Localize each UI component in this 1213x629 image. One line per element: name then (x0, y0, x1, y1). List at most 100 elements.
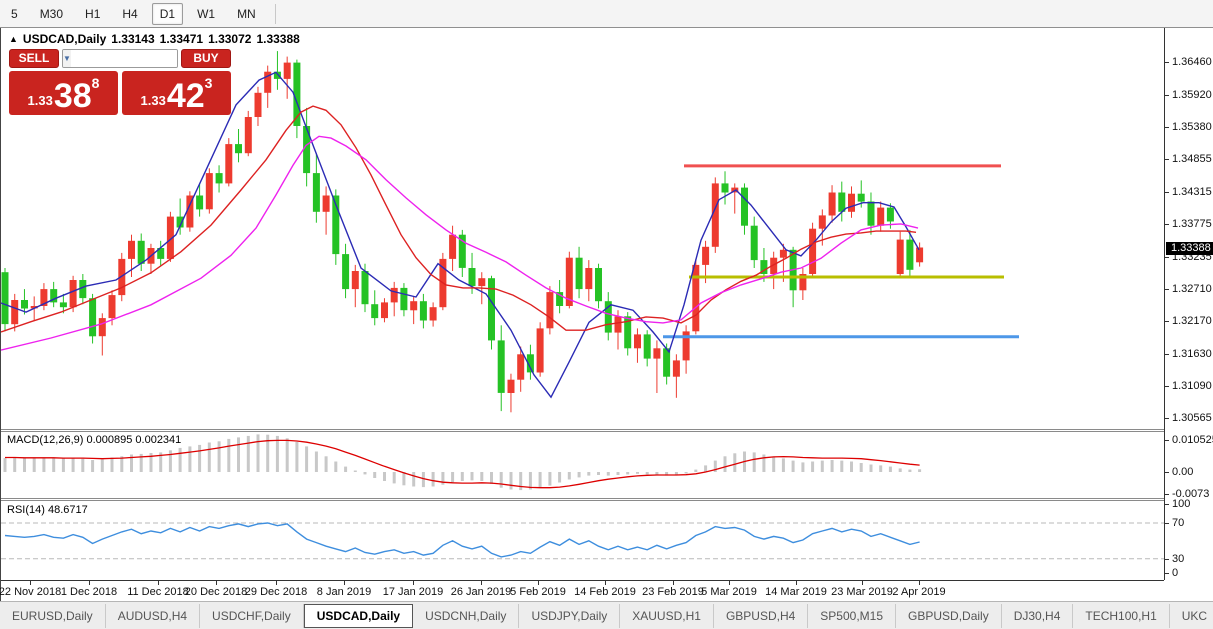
axis-tick (1165, 94, 1169, 96)
rsi-pane (1, 522, 1164, 560)
rsi-axis-label: 0 (1172, 567, 1179, 579)
price-axis-label: 1.36460 (1172, 56, 1212, 68)
axis-tick (1165, 558, 1169, 560)
volume-decrease-icon[interactable]: ▼ (63, 50, 71, 67)
axis-tick (1165, 472, 1169, 473)
price-axis-label: 1.31630 (1172, 347, 1212, 360)
axis-tick (1165, 418, 1169, 420)
tab-xauusd-h1[interactable]: XAUUSD,H1 (620, 603, 714, 628)
axis-tick (1165, 321, 1169, 323)
date-axis-label: 8 Jan 2019 (316, 586, 372, 598)
axis-tick (1165, 288, 1169, 290)
date-tick (796, 581, 797, 585)
current-price-tag: 1.33388 (1166, 241, 1213, 255)
sell-button[interactable]: SELL (9, 49, 59, 68)
macd-indicator-label: MACD(12,26,9) 0.000895 0.002341 (7, 434, 182, 446)
date-axis-label: 23 Feb 2019 (642, 586, 704, 598)
date-axis-label: 14 Feb 2019 (574, 586, 636, 598)
date-axis-label: 26 Jan 2019 (450, 586, 512, 598)
timeframe-button-w1[interactable]: W1 (197, 6, 216, 21)
date-tick (216, 581, 217, 585)
volume-input[interactable] (70, 50, 177, 67)
date-tick (538, 581, 539, 585)
collapse-chart-icon[interactable]: ▲ (9, 34, 18, 44)
timeframe-button-d1[interactable]: D1 (151, 2, 184, 25)
ma-fast-blue (1, 71, 920, 399)
timeframe-button-h1[interactable]: H1 (85, 6, 101, 21)
ask-pip-digit: 3 (204, 75, 213, 91)
axis-tick (1165, 504, 1169, 505)
buy-button[interactable]: BUY (181, 49, 231, 68)
tab-gbpusd-h4[interactable]: GBPUSD,H4 (714, 603, 809, 628)
bid-prefix: 1.33 (27, 93, 53, 108)
tab-dj30-h4[interactable]: DJ30,H4 (1002, 603, 1074, 628)
date-tick (605, 581, 606, 585)
tab-usdjpy-daily[interactable]: USDJPY,Daily (519, 603, 621, 628)
date-tick (862, 581, 863, 585)
tab-usdcnh-daily[interactable]: USDCNH,Daily (413, 603, 520, 628)
axis-tick (1165, 493, 1169, 495)
timeframe-button-5[interactable]: 5 (11, 6, 18, 21)
one-click-trade-widget: SELL ▼ ▲ BUY 1.33 38 8 1.33 42 3 (9, 49, 231, 115)
price-axis-label: 1.32710 (1172, 282, 1212, 295)
date-tick (919, 581, 920, 585)
macd-axis-label: 0.010525 (1172, 434, 1213, 447)
date-tick (481, 581, 482, 585)
pane-splitter[interactable] (1, 429, 1164, 432)
macd-axis-label: 0.00 (1172, 466, 1194, 478)
date-axis-label: 22 Nov 2018 (0, 586, 62, 598)
chart-workspace: ▲ USDCAD,Daily 1.33143 1.33471 1.33072 1… (0, 28, 1213, 601)
tab-usdcad-daily[interactable]: USDCAD,Daily (303, 603, 414, 628)
date-tick (276, 581, 277, 585)
bid-price-box[interactable]: 1.33 38 8 (9, 71, 118, 115)
axis-tick (1165, 224, 1169, 226)
price-axis-label: 1.30565 (1172, 412, 1212, 425)
tab-eurusd-daily[interactable]: EURUSD,Daily (0, 603, 106, 628)
price-axis-label: 1.33775 (1172, 218, 1212, 231)
price-axis-label: 1.35380 (1172, 121, 1212, 134)
rsi-axis-label: 30 (1172, 552, 1185, 565)
timeframe-button-mn[interactable]: MN (237, 6, 256, 21)
price-axis-label: 1.32170 (1172, 315, 1212, 328)
toolbar-separator (274, 3, 276, 24)
tab-sp500-m15[interactable]: SP500,M15 (808, 603, 897, 628)
rsi-axis-label: 70 (1172, 517, 1185, 529)
date-axis-label: 23 Mar 2019 (831, 586, 893, 598)
timeframe-toolbar: 5 M30 H1 H4 D1 W1 MN (0, 0, 1213, 28)
bid-pip-digit: 8 (91, 75, 100, 91)
date-axis-label: 5 Mar 2019 (701, 586, 757, 598)
rsi-axis-label: 100 (1172, 498, 1191, 510)
date-axis-label: 1 Dec 2018 (60, 586, 118, 598)
date-axis-label: 11 Dec 2018 (127, 586, 189, 598)
chart-tab-bar: EURUSD,Daily AUDUSD,H4 USDCHF,Daily USDCAD,… (0, 601, 1213, 629)
axis-tick (1165, 127, 1169, 129)
macd-signal-line (5, 439, 920, 489)
date-tick (673, 581, 674, 585)
timeframe-button-m30[interactable]: M30 (39, 6, 64, 21)
rsi-line (4, 522, 920, 558)
pane-splitter[interactable] (1, 498, 1164, 501)
tab-ukc[interactable]: UKC (1170, 604, 1213, 628)
date-axis-label: 5 Feb 2019 (510, 586, 566, 598)
tab-gbpusd-daily[interactable]: GBPUSD,Daily (896, 603, 1002, 628)
ohlc-low: 1.33072 (208, 32, 252, 46)
price-axis-label: 1.34315 (1172, 185, 1212, 198)
axis-tick (1165, 573, 1169, 574)
date-tick (344, 581, 345, 585)
tab-usdchf-daily[interactable]: USDCHF,Daily (200, 603, 304, 628)
axis-tick (1165, 386, 1169, 388)
tab-audusd-h4[interactable]: AUDUSD,H4 (106, 603, 201, 628)
axis-tick (1165, 440, 1169, 442)
tab-tech100-h1[interactable]: TECH100,H1 (1073, 603, 1170, 628)
date-tick (413, 581, 414, 585)
price-axis: 1.36460 1.35920 1.35380 1.34855 1.34315 1.337… (1164, 28, 1213, 580)
axis-tick (1165, 353, 1169, 355)
price-chart-pane (1, 51, 1019, 413)
date-axis: 22 Nov 2018 1 Dec 2018 11 Dec 2018 20 Dec 2… (0, 580, 1164, 601)
macd-histogram (3, 434, 922, 491)
timeframe-button-h4[interactable]: H4 (122, 6, 138, 21)
ask-price-box[interactable]: 1.33 42 3 (122, 71, 231, 115)
price-axis-label: 1.35920 (1172, 88, 1212, 101)
date-axis-label: 20 Dec 2018 (184, 586, 248, 598)
